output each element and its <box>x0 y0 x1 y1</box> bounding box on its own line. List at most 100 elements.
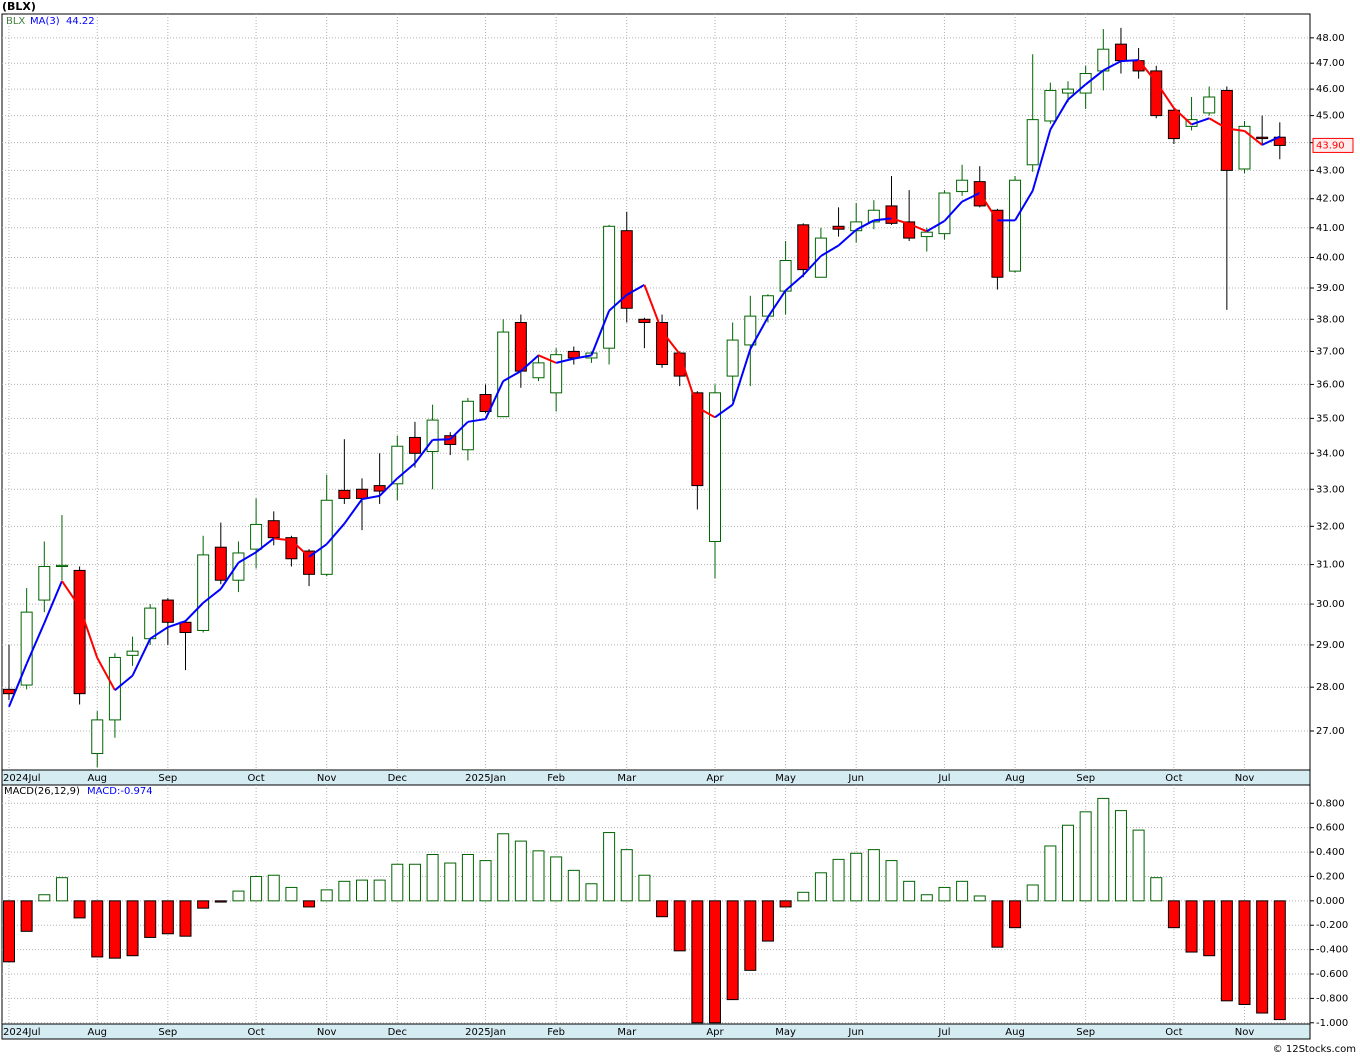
candle-body <box>91 719 104 755</box>
ma-segment <box>1137 59 1158 83</box>
macd-bar <box>673 900 686 952</box>
macd-bar <box>920 894 933 902</box>
footer: © 12Stocks.com <box>1273 1044 1356 1055</box>
price-panel <box>1 13 1311 771</box>
y-tick-label: 38.00 <box>1316 314 1345 325</box>
x-tick-label: Sep <box>1076 773 1095 784</box>
macd-bar <box>656 900 669 918</box>
ma-segment <box>873 217 892 222</box>
candle-body <box>303 550 316 575</box>
candle-body <box>1203 96 1216 114</box>
macd-bar <box>1203 900 1216 957</box>
macd-bar <box>1097 797 1110 902</box>
macd-bar <box>885 860 898 902</box>
macd-bar <box>179 900 192 937</box>
ma-segment <box>361 494 380 501</box>
ma-segment <box>202 588 222 604</box>
candle-body <box>461 400 474 451</box>
ma-segment <box>273 537 292 542</box>
candle-body <box>3 688 15 695</box>
macd-bar <box>903 880 916 902</box>
candle-body <box>73 569 86 695</box>
ma-segment <box>343 498 363 525</box>
candle-body <box>867 209 880 223</box>
macd-bar <box>567 869 580 902</box>
x-tick-label: Feb <box>547 1027 565 1038</box>
x-tick-label: Aug <box>87 773 107 784</box>
macd-bar <box>197 900 210 909</box>
last-price-label: 43.90 <box>1316 140 1345 151</box>
last-price-box <box>1312 137 1354 153</box>
ma-segment <box>114 674 134 691</box>
ma-segment <box>61 580 81 608</box>
candle-body <box>832 225 845 230</box>
y-tick-label: -1.000 <box>1316 1018 1348 1029</box>
ma-segment <box>1031 129 1052 191</box>
macd-panel <box>1 784 1311 1025</box>
ma-segment <box>8 663 28 708</box>
macd-bar <box>444 862 457 902</box>
ma-segment <box>891 217 910 225</box>
macd-bar <box>1114 810 1127 902</box>
x-tick-label: Nov <box>1235 773 1255 784</box>
ma-segment <box>749 316 769 350</box>
x-tick-label: Oct <box>247 773 264 784</box>
ma-segment <box>696 406 716 419</box>
candle-body <box>956 179 969 193</box>
date-strip <box>1 1023 1311 1040</box>
y-tick-label: 47.00 <box>1316 58 1345 69</box>
y-tick-label: 0.600 <box>1316 823 1345 834</box>
y-tick-label: 28.00 <box>1316 682 1345 693</box>
ma-segment <box>555 357 575 364</box>
x-tick-label: Sep <box>1076 1027 1095 1038</box>
ma-segment <box>1243 130 1263 146</box>
y-tick-label: 0.800 <box>1316 798 1345 809</box>
ma-segment <box>661 330 681 355</box>
y-tick-label: 29.00 <box>1316 640 1345 651</box>
ma-segment <box>78 606 99 659</box>
macd-bar <box>214 900 227 903</box>
macd-bar <box>20 900 33 932</box>
candle-body <box>938 192 951 235</box>
ma-segment <box>731 348 752 405</box>
x-tick-label: Jun <box>847 1027 864 1038</box>
x-tick-label: 2024Jul <box>3 773 41 784</box>
macd-bar <box>461 854 474 902</box>
x-tick-label: Oct <box>247 1027 264 1038</box>
x-tick-label: Dec <box>388 773 407 784</box>
ma-segment <box>961 192 981 203</box>
macd-bar <box>973 895 986 902</box>
candle-body <box>285 537 298 560</box>
ma-segment <box>820 244 840 257</box>
ma-segment <box>1014 190 1034 221</box>
ma-segment <box>167 620 186 629</box>
macd-bar <box>3 900 15 963</box>
candle-body <box>1167 109 1180 140</box>
ma-segment <box>855 219 875 231</box>
x-tick-label: May <box>775 1027 796 1038</box>
macd-bar <box>1273 900 1286 1021</box>
macd-bar <box>744 900 757 971</box>
x-tick-label: Mar <box>617 1027 637 1038</box>
macd-bar <box>991 900 1004 948</box>
x-tick-label: 2025Jan <box>465 1027 506 1038</box>
macd-bar <box>550 856 563 902</box>
macd-bar <box>1220 900 1233 1002</box>
candle-body <box>726 339 739 377</box>
legend-ma: MA(3) <box>30 16 60 27</box>
ma-segment <box>255 537 275 553</box>
ma-segment <box>467 418 486 423</box>
x-tick-label: 2025Jan <box>465 773 506 784</box>
ma-segment <box>1226 127 1245 132</box>
macd-bar <box>1132 829 1145 902</box>
candle-body <box>38 566 51 601</box>
macd-bar <box>761 900 774 942</box>
macd-bar <box>514 840 527 902</box>
candle-body <box>656 321 669 366</box>
macd-bar <box>691 900 704 1024</box>
macd-bar <box>620 849 633 902</box>
macd-bar <box>603 832 616 902</box>
ma-segment <box>626 284 645 296</box>
y-tick-label: 42.00 <box>1316 194 1345 205</box>
candle-body <box>214 546 227 581</box>
